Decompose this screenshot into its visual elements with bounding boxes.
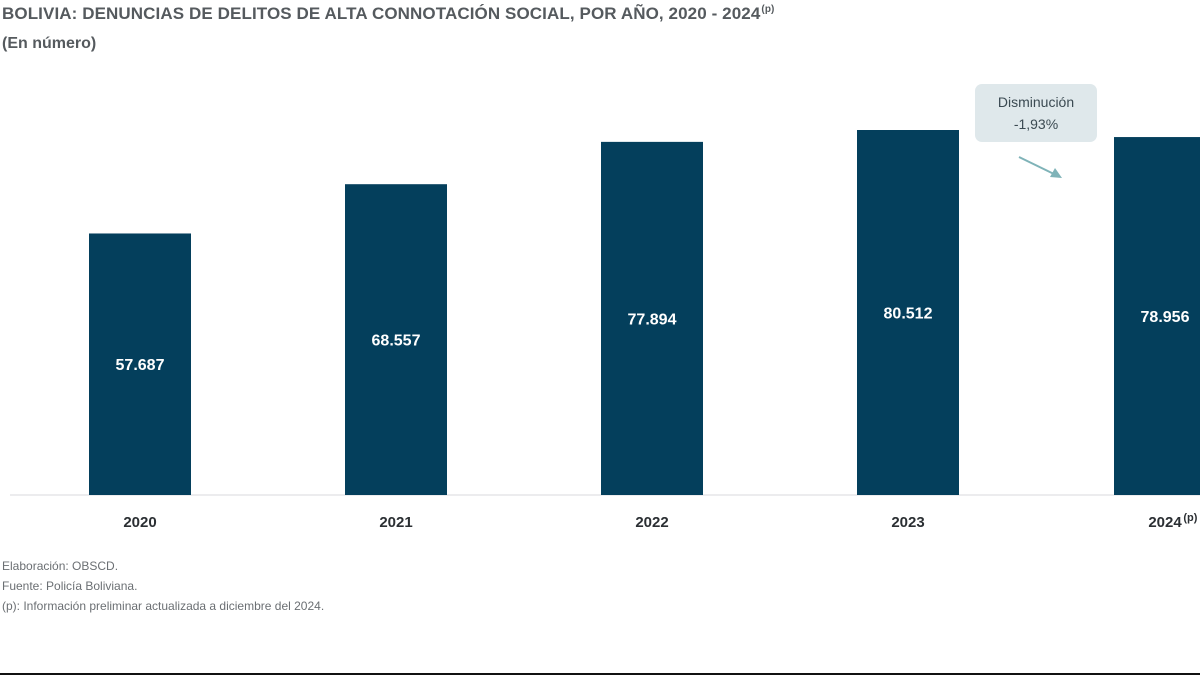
value-label-2024: 78.956 (1141, 309, 1190, 326)
x-tick-2020: 2020 (123, 514, 156, 531)
bar-group (89, 130, 1200, 496)
callout-line-2: -1,93% (1013, 116, 1059, 132)
value-label-2021: 68.557 (372, 333, 421, 350)
bottom-border (0, 673, 1200, 675)
note-elaboracion: Elaboración: OBSCD. (2, 559, 119, 573)
value-label-group: 57.687 68.557 77.894 80.512 78.956 (116, 306, 1190, 375)
callout-line-1: Disminución (997, 94, 1075, 110)
value-label-2023: 80.512 (884, 306, 933, 323)
chart-title-text: BOLIVIA: DENUNCIAS DE DELITOS DE ALTA CO… (2, 4, 761, 23)
annotation-arrow-line (1018, 156, 1057, 176)
x-tick-group: 2020 2021 2022 2023 2024 (p) (123, 512, 1197, 531)
x-tick-2021: 2021 (379, 514, 412, 531)
x-tick-2023: 2023 (891, 514, 924, 531)
footnotes: Elaboración: OBSCD. Fuente: Policía Boli… (2, 556, 324, 616)
chart-title: BOLIVIA: DENUNCIAS DE DELITOS DE ALTA CO… (2, 4, 774, 24)
value-label-2020: 57.687 (116, 357, 165, 374)
note-preliminar: (p): Información preliminar actualizada … (2, 599, 325, 613)
value-label-2022: 77.894 (628, 311, 677, 328)
bar-2023 (857, 130, 959, 495)
bar-2021 (345, 184, 447, 495)
change-callout: Disminución -1,93% (975, 84, 1097, 142)
chart-title-superscript: (p) (761, 4, 775, 15)
chart-subtitle: (En número) (2, 35, 97, 52)
bar-2022 (601, 141, 703, 496)
note-fuente: Fuente: Policía Boliviana. (2, 579, 138, 593)
x-tick-2022: 2022 (635, 514, 668, 531)
x-tick-2024: 2024 (1148, 514, 1182, 531)
x-tick-suffix-2024: (p) (1183, 512, 1197, 524)
bar-2024 (1114, 137, 1200, 495)
bar-2020 (89, 233, 191, 495)
annotation-arrow-head (1050, 168, 1062, 178)
